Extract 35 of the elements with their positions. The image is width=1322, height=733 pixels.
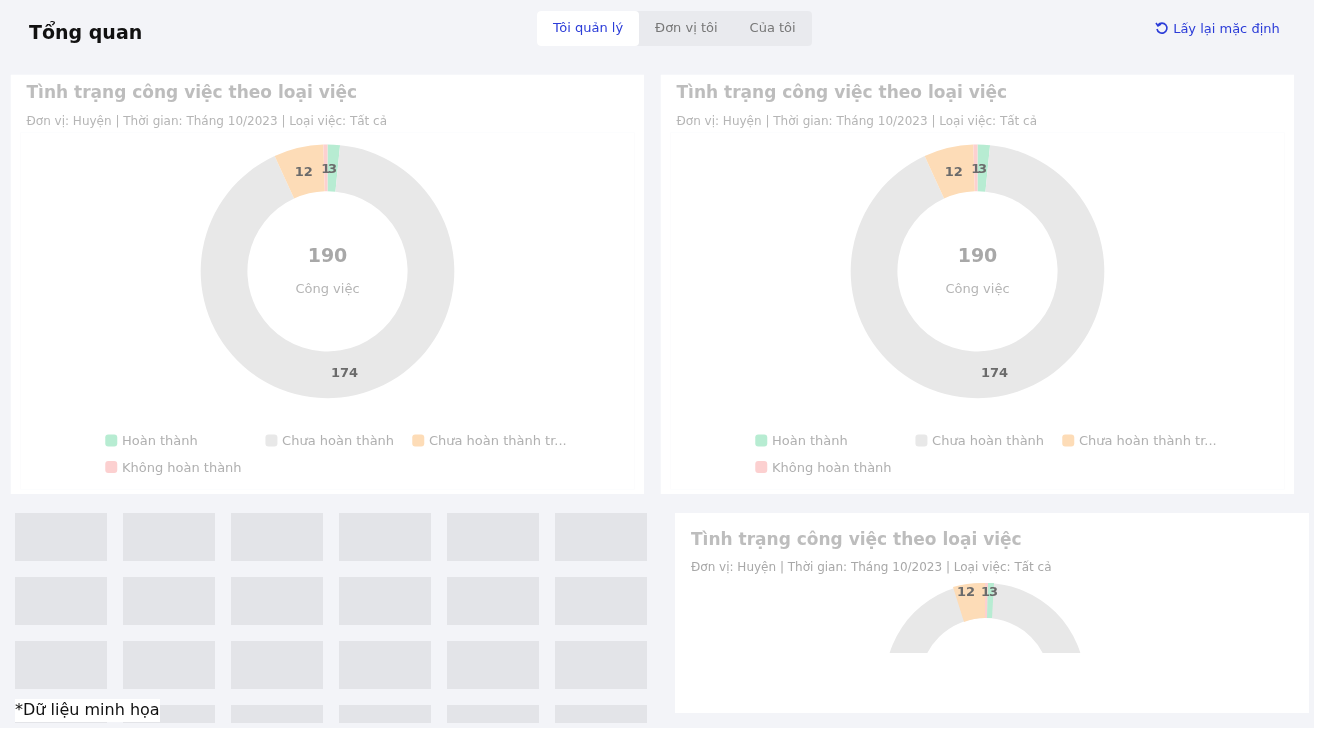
text: Tôi quản lý — [537, 11, 640, 46]
legend-label: Chưa hoàn thành tr... — [428, 433, 567, 449]
text: Của tôi — [748, 19, 797, 37]
text: 3 — [989, 583, 999, 601]
text: 190 — [957, 244, 998, 267]
text: 12 — [957, 583, 976, 601]
legend-label: Chưa hoàn thành — [932, 433, 1045, 449]
legend-label: Chưa hoàn thành — [282, 433, 395, 449]
data-label: 174 — [980, 364, 1009, 380]
legend-label: Không hoàn thành — [121, 459, 242, 475]
chart-subtitle: Đơn vị: Huyện | Thời gian: Tháng 10/2023 | Loại việc: Tất cả — [26, 113, 388, 128]
legend-label: Không hoàn thành — [771, 459, 892, 475]
text: Đơn vị tôi — [654, 19, 719, 37]
data-label: 1 — [971, 161, 981, 177]
text: Công việc — [945, 281, 1010, 297]
chart-title: Tình trạng công việc theo loại việc — [676, 81, 1008, 102]
data-label: 1 — [321, 161, 331, 177]
chart-title: Tình trạng công việc theo loại việc — [26, 81, 358, 102]
text: 190 — [307, 244, 348, 267]
text: 1 — [981, 583, 991, 601]
text: Tình trạng công việc theo loại việc — [691, 528, 1022, 551]
data-label: 3 — [978, 161, 988, 177]
data-label: 174 — [330, 364, 359, 380]
text: Đơn vị: Huyện | Thời gian: Tháng 10/2023 | Loại việc: Tất cả — [691, 559, 1052, 576]
data-label: 12 — [294, 164, 313, 180]
chart-subtitle: Đơn vị: Huyện | Thời gian: Tháng 10/2023 | Loại việc: Tất cả — [676, 113, 1038, 128]
legend-label: Hoàn thành — [121, 433, 198, 449]
data-label: 12 — [944, 164, 963, 180]
text: *Dữ liệu minh họa — [15, 699, 160, 722]
legend-label: Hoàn thành — [771, 433, 848, 449]
legend-label: Chưa hoàn thành tr... — [1078, 433, 1217, 449]
data-label: 3 — [328, 161, 338, 177]
text: Lấy lại mặc định — [1172, 20, 1280, 38]
text: Tổng quan — [29, 20, 143, 45]
text: Công việc — [295, 281, 360, 297]
